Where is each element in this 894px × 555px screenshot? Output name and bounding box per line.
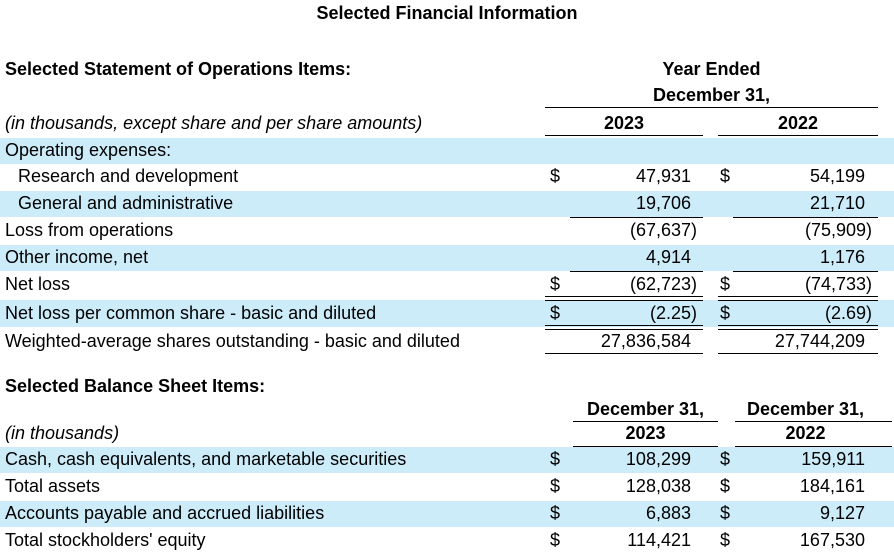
- header-rule: [718, 135, 878, 136]
- dollar-sign: $: [550, 449, 561, 469]
- subtotal-rule: [545, 353, 703, 354]
- dollar-sign: $: [720, 274, 731, 294]
- value-2023: 6,883: [645, 503, 691, 523]
- row-label: Weighted-average shares outstanding - ba…: [5, 331, 460, 351]
- operations-heading: Selected Statement of Operations Items:: [5, 59, 352, 79]
- dollar-sign: $: [550, 476, 561, 496]
- subtotal-rule: [733, 217, 878, 218]
- value-2022: 1,176: [819, 247, 865, 267]
- row-band: [0, 138, 894, 164]
- header-rule: [545, 135, 703, 136]
- value-2022: 167,530: [799, 530, 865, 550]
- value-2022: 184,161: [799, 476, 865, 496]
- dollar-sign: $: [720, 303, 731, 323]
- total-double-rule: [718, 296, 878, 301]
- row-label: Loss from operations: [5, 220, 174, 240]
- dollar-sign: $: [720, 449, 731, 469]
- row-label: Total stockholders' equity: [5, 530, 206, 550]
- value-2022: 21,710: [809, 193, 865, 213]
- row-label: Cash, cash equivalents, and marketable s…: [5, 449, 407, 469]
- balance-col-2023-line2: 2023: [625, 423, 666, 443]
- row-label: Other income, net: [5, 247, 149, 267]
- header-rule: [573, 421, 718, 422]
- row-band: [0, 447, 894, 473]
- header-rule: [545, 107, 878, 108]
- period-header-line2: December 31,: [652, 85, 771, 105]
- value-2023: 108,299: [625, 449, 691, 469]
- page-title: Selected Financial Information: [316, 3, 578, 23]
- value-2022: (74,733): [804, 274, 872, 294]
- value-2022: (2.69): [824, 303, 872, 323]
- period-header-line1: Year Ended: [662, 59, 761, 79]
- value-2023: 47,931: [635, 166, 691, 186]
- subtotal-rule: [718, 353, 878, 354]
- value-2023: (67,637): [629, 220, 697, 240]
- row-band: [0, 245, 894, 271]
- row-label: Net loss per common share - basic and di…: [5, 303, 377, 323]
- dollar-sign: $: [550, 530, 561, 550]
- value-2022: 159,911: [801, 449, 865, 469]
- dollar-sign: $: [720, 503, 731, 523]
- units-note: (in thousands, except share and per shar…: [5, 113, 423, 133]
- value-2022: 54,199: [809, 166, 865, 186]
- row-label: Operating expenses:: [5, 140, 172, 160]
- value-2023: 114,421: [627, 530, 691, 550]
- row-label: Total assets: [5, 476, 101, 496]
- value-2022: (75,909): [804, 220, 872, 240]
- value-2023: 128,038: [625, 476, 691, 496]
- dollar-sign: $: [550, 274, 561, 294]
- total-double-rule: [545, 296, 703, 301]
- dollar-sign: $: [550, 503, 561, 523]
- units-note: (in thousands): [5, 423, 120, 443]
- dollar-sign: $: [720, 530, 731, 550]
- dollar-sign: $: [550, 303, 561, 323]
- subtotal-rule: [733, 271, 878, 272]
- dollar-sign: $: [720, 166, 731, 186]
- dollar-sign: $: [720, 476, 731, 496]
- row-label: General and administrative: [18, 193, 234, 213]
- value-2022: 9,127: [819, 503, 865, 523]
- row-band: [0, 191, 894, 217]
- row-label: Accounts payable and accrued liabilities: [5, 503, 325, 523]
- value-2023: 4,914: [645, 247, 691, 267]
- row-band: [0, 300, 894, 327]
- column-header-2023: 2023: [603, 113, 645, 133]
- subtotal-rule: [570, 271, 703, 272]
- row-label: Research and development: [18, 166, 239, 186]
- balance-heading: Selected Balance Sheet Items:: [5, 376, 266, 396]
- header-rule: [735, 421, 892, 422]
- column-header-2022: 2022: [777, 113, 819, 133]
- balance-col-2022-line1: December 31,: [746, 399, 865, 419]
- total-double-rule: [545, 325, 703, 330]
- dollar-sign: $: [550, 166, 561, 186]
- row-band: [0, 501, 894, 527]
- row-label: Net loss: [5, 274, 71, 294]
- header-rule: [735, 446, 892, 447]
- balance-col-2022-line2: 2022: [785, 423, 826, 443]
- subtotal-rule: [570, 217, 703, 218]
- value-2023: 19,706: [635, 193, 691, 213]
- header-rule: [573, 446, 718, 447]
- value-2023: (62,723): [629, 274, 697, 294]
- value-2023: (2.25): [649, 303, 697, 323]
- balance-col-2023-line1: December 31,: [586, 399, 705, 419]
- value-2022: 27,744,209: [774, 331, 865, 351]
- total-double-rule: [718, 325, 878, 330]
- value-2023: 27,836,584: [600, 331, 691, 351]
